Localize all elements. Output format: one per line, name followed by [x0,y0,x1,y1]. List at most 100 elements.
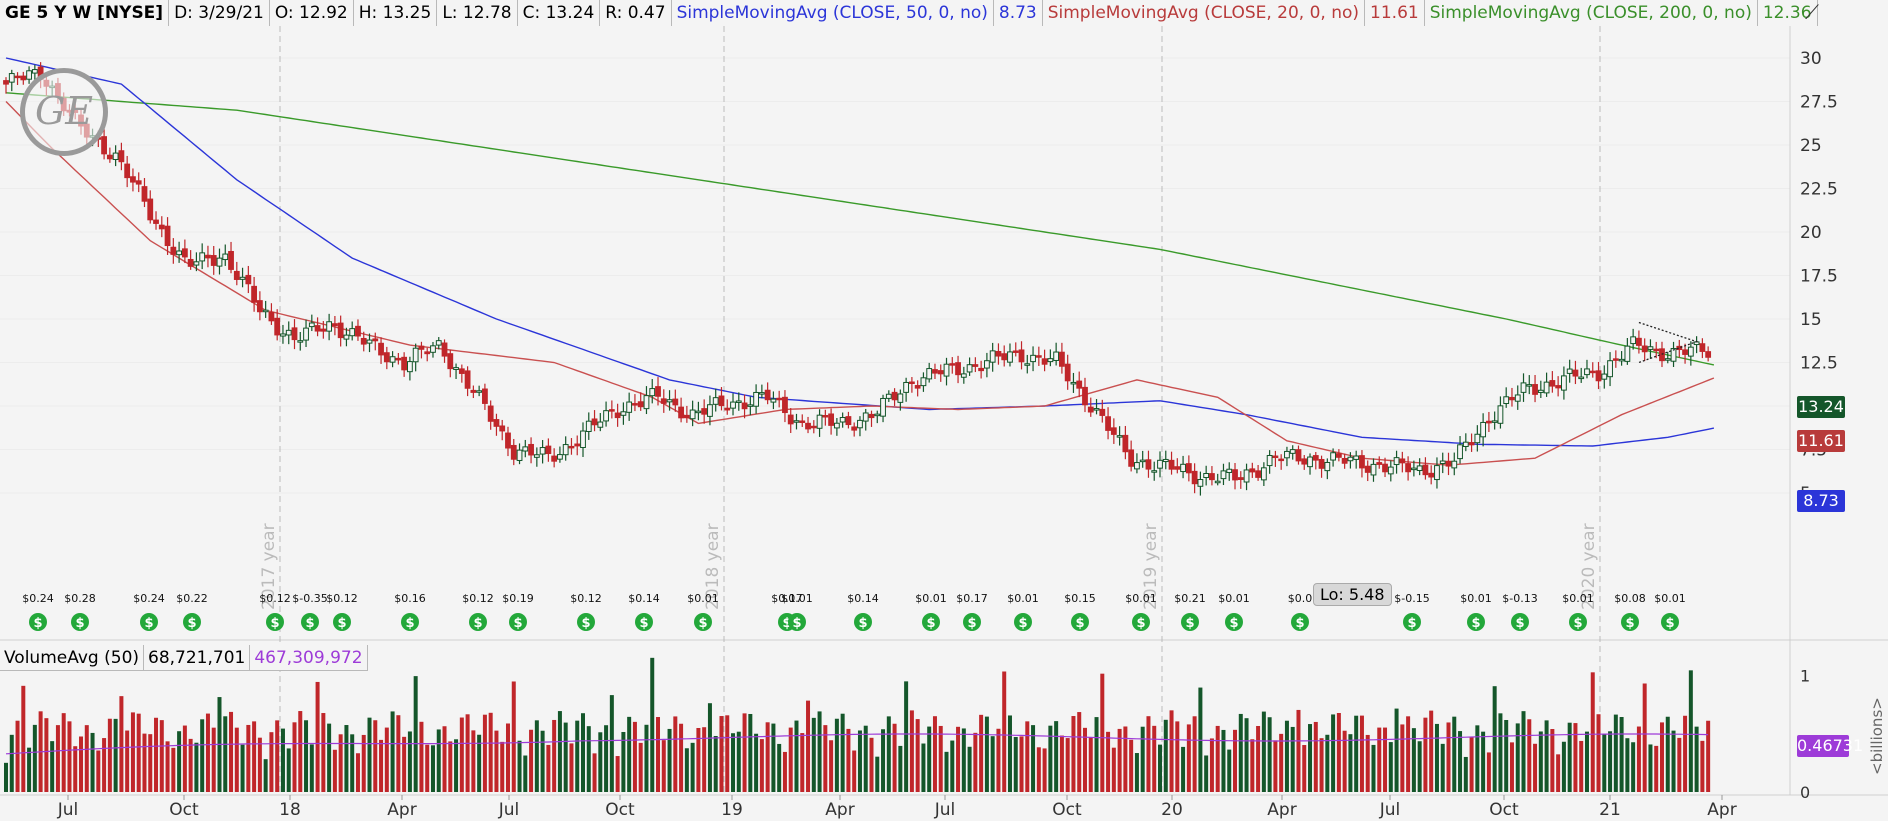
volume-bar [257,737,262,792]
volume-bar [1659,722,1664,792]
candle-body [453,367,459,370]
candle-body [1307,456,1313,468]
dividend-label: $0.14 [847,592,879,605]
candle-body [360,337,367,345]
volume-bar [142,733,147,792]
candle-body [1636,337,1642,346]
candle-body [1191,470,1198,485]
candle-body [130,176,136,183]
volume-bar [454,739,459,792]
symbol-label[interactable]: GE 5 Y W [NYSE] [0,0,170,26]
candle-body [141,186,148,202]
candle-body [776,397,783,401]
dividend-icon [1467,613,1485,631]
candle-body [285,329,292,336]
volume-bar [932,716,937,792]
candle-body [101,136,107,155]
price-tick-label: 20 [1800,223,1822,243]
volume-bar [563,722,568,792]
volume-bar [1486,752,1491,792]
volume-bar [130,712,135,792]
candle-body [620,411,627,416]
candle-body [1664,358,1671,361]
candle-body [1105,416,1111,431]
volume-bar [1129,739,1134,792]
volume-bar [286,748,291,792]
volume-avg-label[interactable]: VolumeAvg (50) [0,645,145,671]
volume-bar [575,720,580,792]
volume-bar [1671,730,1676,792]
candle-body [1607,360,1613,378]
time-tick-label: Apr [1267,800,1296,820]
time-tick-label: 19 [721,800,743,820]
volume-bar [1250,739,1255,792]
volume-bar [1469,736,1474,792]
volume-bar [1608,731,1613,792]
sma20-label[interactable]: SimpleMovingAvg (CLOSE, 20, 0, no) [1042,0,1366,26]
time-tick-label: Apr [387,800,416,820]
volume-bar [1279,733,1284,792]
candle-body [464,370,471,389]
price-tick-label: 17.5 [1800,267,1838,287]
candle-body [20,75,27,81]
candle-body [955,362,961,376]
candle-body [1589,370,1596,374]
volume-bar [748,713,753,792]
sma50-price-tag: 8.73 [1797,490,1845,512]
time-tick-label: Oct [605,800,635,820]
volume-bar [379,739,384,792]
drawing-tool-icon[interactable]: ⟋ [1805,0,1819,24]
candle-body [1612,358,1619,361]
candle-body [597,421,604,428]
candle-body [1266,454,1273,467]
volume-bar [500,741,505,792]
volume-axis-title: <billions> [1868,697,1886,775]
candle-body [435,340,442,346]
time-tick-label: Apr [1707,800,1736,820]
dollar-glyph: $ [405,616,414,631]
volume-bar [1267,717,1272,792]
volume-bar [1417,741,1422,792]
candle-body [984,360,990,369]
volume-bar [1233,729,1238,792]
candle-body [1116,435,1123,438]
dividend-icon [788,613,806,631]
candle-body [1561,375,1567,391]
sma200-label[interactable]: SimpleMovingAvg (CLOSE, 200, 0, no) [1424,0,1758,26]
volume-bar [1002,671,1007,792]
dollar-glyph: $ [782,616,791,631]
volume-bar [61,713,66,792]
volume-bar [1134,753,1139,792]
candle-body [937,370,944,375]
volume-bar [505,723,510,792]
triangle-outline [1638,321,1699,364]
volume-bar [892,723,897,792]
volume-bar [240,744,245,792]
time-tick-label: Jul [934,800,956,820]
volume-bar [1636,726,1641,792]
candle-body [1416,465,1423,472]
volume-bar [1238,713,1243,792]
time-tick-label: Oct [169,800,199,820]
candle-body [533,454,540,458]
candle-body [187,258,194,267]
sma50-label[interactable]: SimpleMovingAvg (CLOSE, 50, 0, no) [671,0,994,26]
candle-body [528,443,534,456]
candle-body [193,261,200,266]
sma50-line [5,57,1715,447]
range-label: R: 0.47 [600,0,672,26]
dollar-glyph: $ [926,616,935,631]
volume-bar [650,657,655,792]
volume-bar [384,727,389,792]
volume-bar [275,720,280,792]
sma20-path [5,101,1715,466]
volume-bar [627,716,632,792]
volume-bar [373,720,378,792]
volume-bar [707,703,712,792]
candle-body [1549,380,1556,387]
candle-body [1243,469,1250,483]
volume-bar [205,713,210,792]
candle-body [1445,460,1452,467]
volume-bar [1071,716,1076,792]
